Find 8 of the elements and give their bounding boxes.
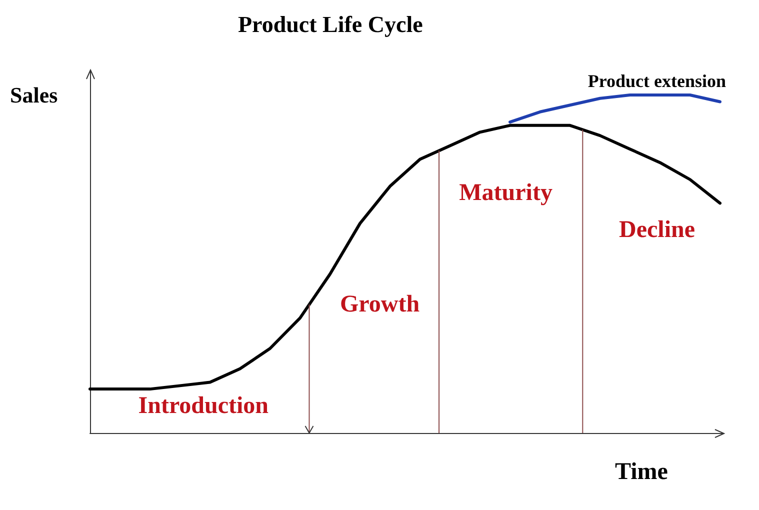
series-label: Product extension: [588, 70, 726, 91]
chart-title: Product Life Cycle: [238, 12, 423, 37]
y-axis-title: Sales: [10, 82, 58, 108]
x-axis-title: Time: [615, 459, 668, 485]
annotation: Maturity: [459, 180, 552, 206]
annotation: Decline: [619, 217, 696, 244]
annotation: Growth: [340, 292, 420, 318]
annotation: Introduction: [138, 392, 269, 419]
